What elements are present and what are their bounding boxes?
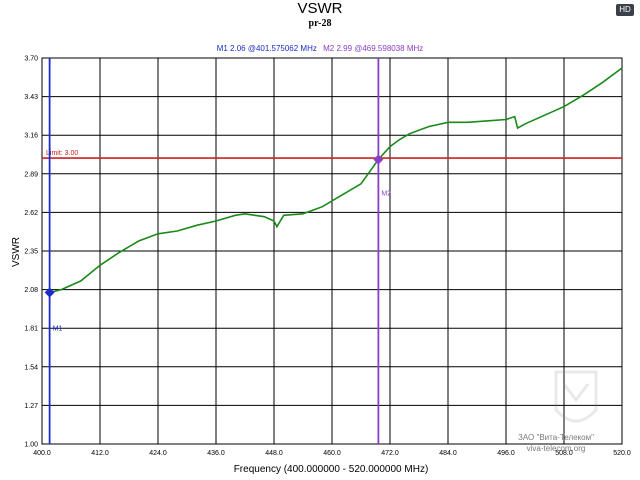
y-tick-label: 1.00 — [24, 442, 38, 449]
x-tick-label: 520.0 — [613, 450, 631, 457]
marker-point-2 — [373, 154, 384, 165]
m2-readout: M2 2.99 @469.598038 MHz — [323, 44, 424, 53]
x-tick-label: 436.0 — [207, 450, 225, 457]
y-tick-label: 2.35 — [24, 249, 38, 256]
chart-title: VSWR — [297, 0, 343, 17]
y-tick-label: 3.43 — [24, 94, 38, 101]
shield-icon — [554, 370, 598, 423]
x-tick-label: 460.0 — [323, 450, 341, 457]
trace-layer — [49, 67, 623, 294]
x-tick-label: 424.0 — [149, 450, 167, 457]
x-tick-label: 412.0 — [91, 450, 109, 457]
tick-layer: 400.0 412.0 424.0 436.0 448.0 460.0 472.0 484.0… — [24, 56, 630, 458]
watermark-company: ЗАО "Вита-Телеком" — [518, 433, 594, 442]
y-tick-label: 2.62 — [24, 210, 38, 217]
x-tick-label: 448.0 — [265, 450, 283, 457]
y-tick-label: 3.70 — [24, 56, 38, 63]
y-tick-label: 2.08 — [24, 287, 38, 294]
y-tick-label: 2.89 — [24, 171, 38, 178]
x-tick-label: 400.0 — [33, 450, 51, 457]
marker-label-1: M1 — [53, 325, 63, 332]
vswr-trace — [49, 67, 623, 294]
hd-badge[interactable]: HD — [616, 4, 634, 16]
x-tick-label: 472.0 — [381, 450, 399, 457]
marker-layer: M1 M2 — [44, 58, 391, 444]
y-tick-label: 1.81 — [24, 326, 38, 333]
y-tick-label: 3.16 — [24, 133, 38, 140]
chart-subtitle: pr-28 — [308, 18, 332, 29]
m1-readout: M1 2.06 @401.575062 MHz — [216, 44, 317, 53]
watermark: ЗАО "Вита-Телеком" viva-telecom.org — [508, 432, 604, 454]
y-tick-label: 1.54 — [24, 364, 38, 371]
marker-readout: M1 2.06 @401.575062 MHz M2 2.99 @469.598… — [0, 44, 640, 53]
y-tick-label: 1.27 — [24, 403, 38, 410]
x-tick-label: 496.0 — [497, 450, 515, 457]
limit-layer: Limit: 3.00 — [42, 150, 622, 159]
y-axis-label: VSWR — [11, 237, 22, 267]
x-tick-label: 508.0 — [555, 450, 573, 457]
limit-label: Limit: 3.00 — [46, 150, 78, 157]
marker-label-2: M2 — [381, 191, 391, 198]
grid-layer — [41, 57, 623, 445]
x-axis-label: Frequency (400.000000 - 520.000000 MHz) — [234, 464, 429, 475]
watermark-site: viva-telecom.org — [526, 444, 586, 453]
marker-point-1 — [44, 287, 55, 298]
x-tick-label: 484.0 — [439, 450, 457, 457]
